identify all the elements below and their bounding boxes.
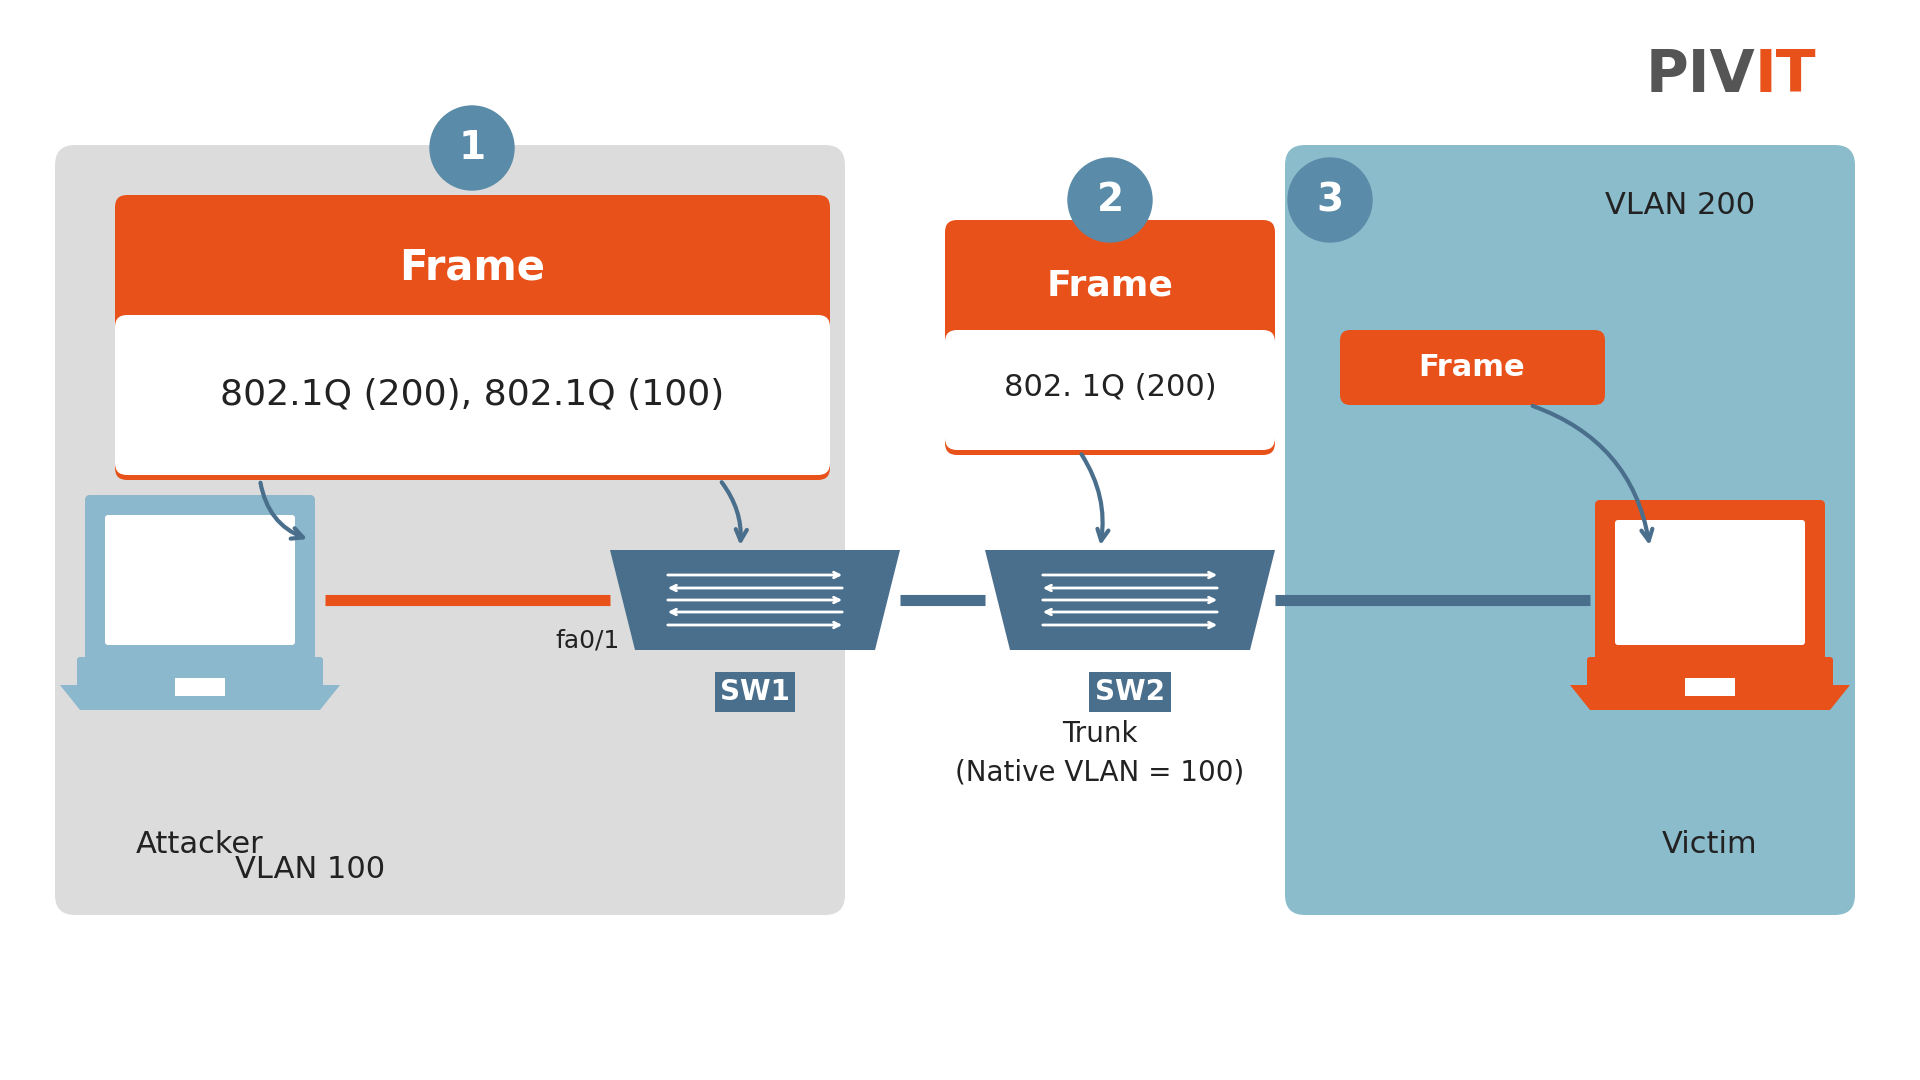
Text: fa0/1: fa0/1 xyxy=(555,627,620,652)
Text: VLAN 200: VLAN 200 xyxy=(1605,190,1755,219)
FancyBboxPatch shape xyxy=(1588,657,1834,688)
Text: Frame: Frame xyxy=(399,247,545,289)
FancyBboxPatch shape xyxy=(1596,500,1826,665)
Circle shape xyxy=(1068,158,1152,242)
Text: IT: IT xyxy=(1755,46,1816,104)
Text: Frame: Frame xyxy=(1419,353,1524,382)
FancyBboxPatch shape xyxy=(945,220,1275,455)
Text: VLAN 100: VLAN 100 xyxy=(234,855,386,885)
Text: Victim: Victim xyxy=(1663,831,1759,859)
Polygon shape xyxy=(611,550,900,650)
Text: Trunk
(Native VLAN = 100): Trunk (Native VLAN = 100) xyxy=(956,720,1244,787)
FancyBboxPatch shape xyxy=(115,315,829,475)
FancyBboxPatch shape xyxy=(84,495,315,665)
Polygon shape xyxy=(60,685,340,710)
Polygon shape xyxy=(1571,685,1851,710)
Text: SW2: SW2 xyxy=(1094,678,1165,706)
Text: 1: 1 xyxy=(459,129,486,167)
Circle shape xyxy=(430,106,515,190)
FancyBboxPatch shape xyxy=(1340,330,1605,405)
Circle shape xyxy=(1288,158,1373,242)
Text: SW1: SW1 xyxy=(720,678,789,706)
Text: PIV: PIV xyxy=(1645,46,1755,104)
FancyBboxPatch shape xyxy=(77,657,323,688)
Text: Frame: Frame xyxy=(1046,268,1173,302)
FancyBboxPatch shape xyxy=(115,195,829,480)
Text: Attacker: Attacker xyxy=(136,831,263,859)
FancyBboxPatch shape xyxy=(56,145,845,915)
FancyBboxPatch shape xyxy=(1615,519,1805,645)
FancyBboxPatch shape xyxy=(106,515,296,645)
Bar xyxy=(175,678,225,696)
Text: 2: 2 xyxy=(1096,181,1123,219)
Polygon shape xyxy=(985,550,1275,650)
Text: 802.1Q (200), 802.1Q (100): 802.1Q (200), 802.1Q (100) xyxy=(221,378,724,411)
FancyBboxPatch shape xyxy=(1284,145,1855,915)
Text: 3: 3 xyxy=(1317,181,1344,219)
Text: 802. 1Q (200): 802. 1Q (200) xyxy=(1004,374,1215,403)
FancyBboxPatch shape xyxy=(945,330,1275,450)
Bar xyxy=(1686,678,1736,696)
